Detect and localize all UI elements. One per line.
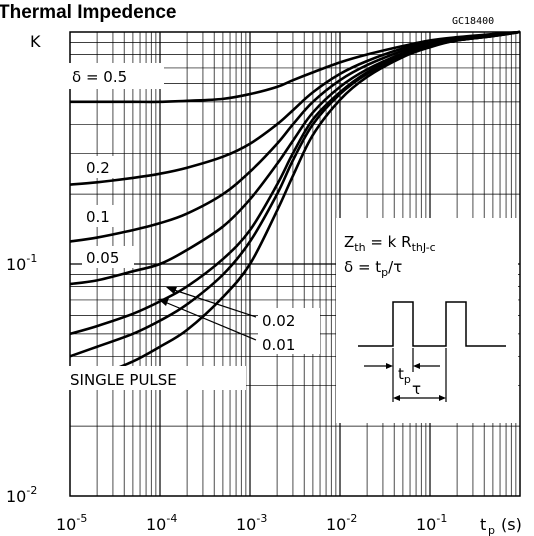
curve-label-d02: 0.2 (86, 159, 110, 177)
figure-code: GC18400 (452, 16, 494, 27)
label-bg-d05 (68, 63, 164, 89)
x-axis-ticks: 10-5 10-4 10-3 10-2 10-1 (56, 512, 447, 534)
curve-label-d05: δ = 0.5 (72, 68, 127, 86)
delta-formula: δ = tp/τ (344, 258, 402, 279)
series-line-0 (69, 30, 521, 104)
curve-label-d005: 0.05 (86, 249, 119, 267)
formula-box (336, 218, 518, 423)
x-tick-label: 10-5 (56, 512, 87, 534)
curve-label-d002: 0.02 (262, 312, 295, 330)
y-axis-label: K (30, 32, 41, 51)
zth-formula: Zth = k RthJ-c (344, 233, 436, 254)
x-tick-label: 10-3 (236, 512, 267, 534)
leader-arrow-d001 (158, 298, 169, 306)
x-axis-label-unit: (s) (501, 515, 522, 534)
x-tick-label: 10-4 (146, 512, 177, 534)
pulse-waveform (358, 301, 506, 347)
label-bg-d02 (82, 156, 122, 178)
x-tick-label: 10-2 (326, 512, 357, 534)
x-axis-label: t p (s) (480, 515, 522, 536)
y-tick-label: 10-1 (6, 252, 37, 274)
x-tick-label: 10-1 (416, 512, 447, 534)
leader-arrow-d002 (166, 287, 177, 294)
label-bg-d002-d001 (258, 308, 320, 354)
series-lines (69, 30, 521, 387)
leader-line-d002 (167, 287, 257, 318)
series-line-6 (69, 30, 521, 387)
leader-line-d001 (159, 299, 257, 341)
tau-arrow-left-head (393, 395, 400, 401)
y-tick-label: 10-2 (6, 484, 37, 506)
series-line-1 (69, 30, 521, 186)
curve-label-single-pulse: SINGLE PULSE (70, 371, 177, 389)
tau-arrow-right-head (439, 395, 446, 401)
leader-lines (158, 287, 257, 341)
tau-label: τ (412, 380, 421, 398)
chart-title: Thermal Impedence (0, 2, 176, 23)
y-axis-ticks: 10-2 10-1 (6, 252, 37, 506)
label-bg-d01 (82, 205, 122, 227)
label-bg-d005 (82, 246, 134, 268)
tp-label: tp (398, 365, 411, 386)
x-axis-label-symbol: t (480, 515, 486, 534)
tp-arrow-right-head (413, 363, 420, 369)
x-axis-label-subscript: p (488, 524, 495, 536)
label-bg-single (66, 366, 246, 390)
tp-arrow-left-head (386, 363, 393, 369)
curve-label-d01: 0.1 (86, 208, 110, 226)
curve-label-d001: 0.01 (262, 336, 295, 354)
plot-frame (69, 31, 521, 497)
